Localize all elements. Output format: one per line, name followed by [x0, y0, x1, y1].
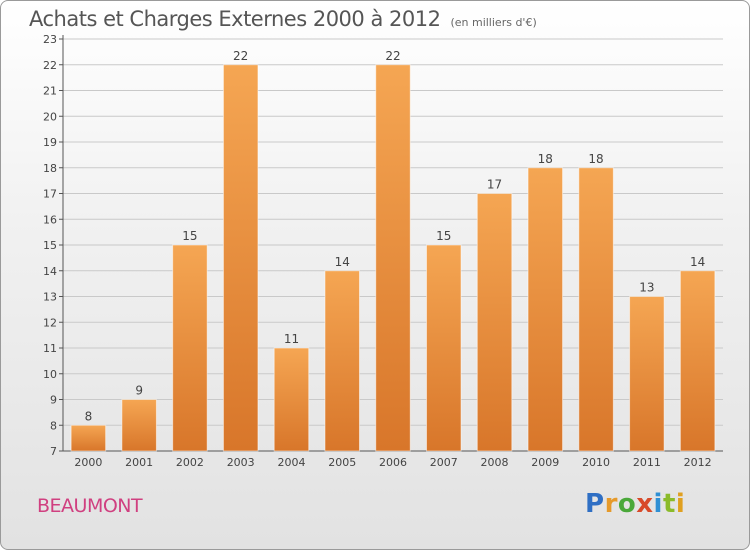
- x-tick-label: 2004: [277, 456, 305, 469]
- data-label: 15: [436, 229, 451, 243]
- bar-2005: [324, 270, 360, 452]
- logo-letter: t: [662, 489, 676, 519]
- chart-title: Achats et Charges Externes 2000 à 2012 (e…: [29, 7, 537, 31]
- bar-2011: [629, 296, 665, 452]
- data-label: 11: [284, 332, 299, 346]
- y-tick-label: 21: [43, 85, 57, 98]
- bar-2007: [426, 244, 462, 452]
- data-label: 17: [487, 178, 502, 192]
- y-tick-label: 11: [43, 342, 57, 355]
- data-label: 22: [233, 49, 248, 63]
- y-tick-label: 17: [43, 188, 57, 201]
- y-tick-label: 12: [43, 316, 57, 329]
- x-tick-label: 2009: [531, 456, 559, 469]
- data-labels: 8 9 15 22 11 14 22 15 17 18 18 13 14: [85, 49, 706, 424]
- bar-2012: [679, 270, 716, 452]
- bar-2006: [375, 64, 411, 452]
- x-tick-label: 2001: [125, 456, 153, 469]
- logo-letter: i: [653, 489, 663, 519]
- y-tick-label: 18: [43, 162, 57, 175]
- y-tick-label: 15: [43, 239, 57, 252]
- data-label: 18: [588, 152, 603, 166]
- bar-2001: [121, 399, 157, 452]
- logo-letter: P: [585, 489, 605, 519]
- x-tick-label: 2008: [481, 456, 509, 469]
- x-tick-label: 2002: [176, 456, 204, 469]
- place-name: BEAUMONT: [37, 495, 143, 517]
- bars: [70, 64, 716, 452]
- y-tick-label: 8: [50, 419, 57, 432]
- data-label: 22: [385, 49, 400, 63]
- x-tick-label: 2012: [684, 456, 712, 469]
- bar-2003: [222, 64, 259, 452]
- logo-letter: i: [675, 489, 686, 519]
- x-tick-label: 2000: [74, 456, 102, 469]
- x-tick-label: 2010: [582, 456, 610, 469]
- logo-letter: x: [636, 489, 654, 519]
- x-tick-label: 2003: [227, 456, 255, 469]
- title-text: Achats et Charges Externes 2000 à 2012: [29, 7, 441, 31]
- data-label: 15: [182, 229, 197, 243]
- y-tick-label: 16: [43, 213, 57, 226]
- proxiti-logo: Proxiti: [585, 489, 685, 519]
- x-tick-label: 2011: [633, 456, 661, 469]
- data-label: 18: [538, 152, 553, 166]
- data-label: 13: [639, 281, 654, 295]
- y-tick-label: 19: [43, 136, 57, 149]
- bar-2010: [578, 167, 614, 452]
- data-label: 8: [85, 409, 93, 423]
- data-label: 14: [335, 255, 350, 269]
- data-label: 14: [690, 255, 705, 269]
- y-tick-label: 22: [43, 59, 57, 72]
- x-tick-labels: 2000 2001 2002 2003 2004 2005 2006 2007 2008 2009…: [74, 456, 711, 469]
- bar-2009: [527, 167, 564, 452]
- y-tick-labels: 7 8 9 10 11 12 13 14 15 16 17 18 19 20 21 22 23: [43, 33, 57, 458]
- y-tick-label: 7: [50, 445, 57, 458]
- bar-2000: [70, 424, 107, 452]
- chart-subtitle: (en milliers d'€): [450, 16, 537, 29]
- y-tick-label: 13: [43, 291, 57, 304]
- x-tick-label: 2006: [379, 456, 407, 469]
- y-tick-label: 20: [43, 110, 57, 123]
- y-tick-label: 9: [50, 394, 57, 407]
- data-label: 9: [135, 384, 143, 398]
- y-tick-label: 23: [43, 33, 57, 46]
- y-tick-label: 10: [43, 368, 57, 381]
- logo-letter: r: [604, 489, 618, 519]
- bar-2002: [172, 244, 208, 452]
- bar-2004: [273, 347, 310, 452]
- x-tick-label: 2005: [328, 456, 356, 469]
- y-tick-label: 14: [43, 265, 57, 278]
- bar-2008: [476, 193, 513, 452]
- x-tick-label: 2007: [430, 456, 458, 469]
- logo-letter: o: [617, 489, 637, 519]
